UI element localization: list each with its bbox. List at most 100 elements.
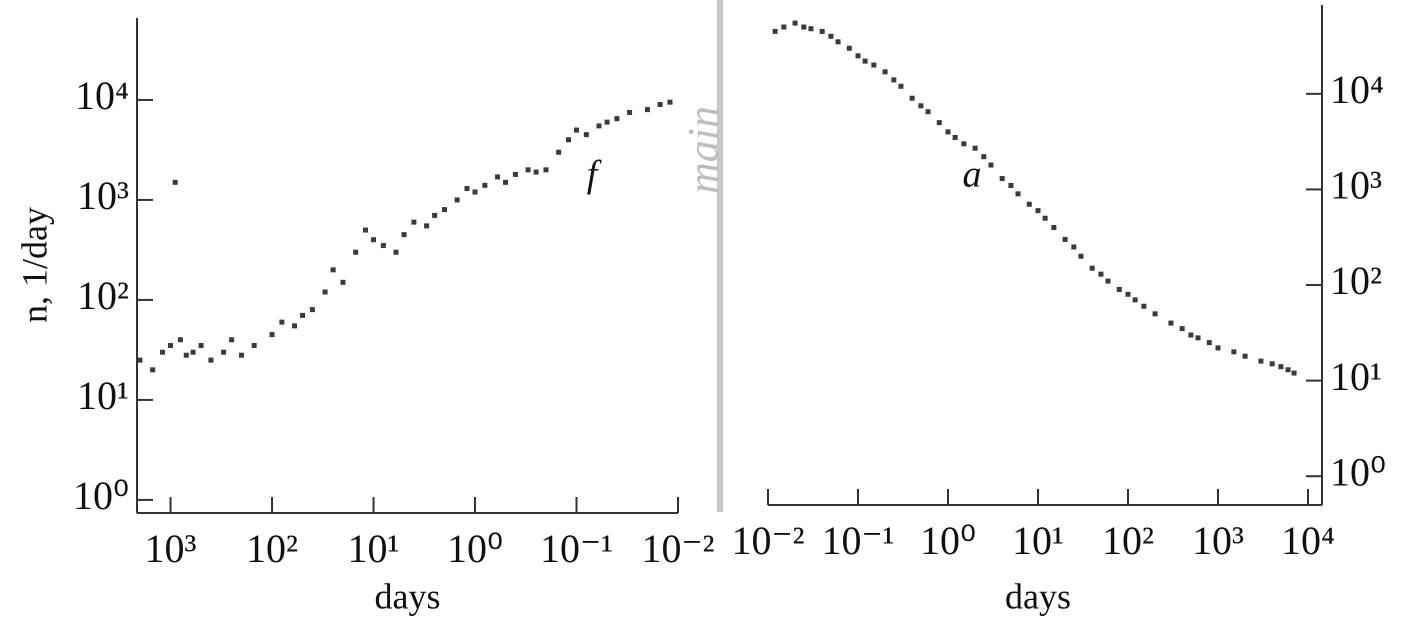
x-tick-label: 10¹ [1012,518,1064,563]
point [432,212,438,218]
y-axis-label: n, 1/day [14,207,54,323]
point [279,319,285,325]
point [596,123,602,129]
x-tick-label: 10² [246,526,298,571]
x-axis-label: days [1005,576,1071,616]
point [454,197,460,203]
point [150,367,156,373]
point [1242,353,1248,359]
point [1026,201,1032,207]
x-tick-label: 10⁰ [447,526,503,571]
point [1206,340,1212,346]
y-tick-label: 10¹ [1330,354,1382,399]
point [1278,364,1284,370]
point [574,127,580,133]
point [988,162,994,168]
point [945,129,951,135]
point [198,343,204,349]
point [1215,345,1221,351]
point [411,219,417,225]
point [503,179,509,185]
point [981,154,987,160]
point [657,102,663,108]
point [882,69,888,75]
x-tick-label: 10⁴ [1281,518,1335,563]
panel-divider [717,0,723,512]
x-tick-label: 10³ [1192,518,1244,563]
point [1105,278,1111,284]
point [792,20,798,26]
point [801,24,807,30]
point [828,33,834,39]
y-tick-label: 10⁰ [73,473,129,518]
y-tick-label: 10⁴ [1330,67,1384,112]
point [533,169,539,175]
point [1258,358,1264,364]
point [862,58,868,64]
point [251,343,257,349]
x-tick-label: 10⁻² [731,518,804,563]
point [1078,253,1084,259]
point [464,186,470,192]
point [583,132,589,138]
point [371,237,377,243]
point [238,352,244,358]
point [667,99,673,105]
point [1269,361,1275,367]
y-tick-label: 10⁰ [1330,449,1386,494]
point [1116,286,1122,292]
point [1168,320,1174,326]
point [936,120,942,126]
point [401,232,407,238]
point [190,349,196,355]
point [183,352,189,358]
point [300,312,306,318]
point [1008,182,1014,188]
point [322,289,328,295]
point [918,103,924,109]
point [292,323,298,329]
x-tick-label: 10¹ [348,526,400,571]
annotation: f [587,154,602,196]
point [1125,291,1131,297]
point [556,149,562,155]
y-tick-label: 10² [1330,258,1382,303]
point [565,137,571,143]
point [972,145,978,151]
point [340,279,346,285]
point [168,343,174,349]
y-tick-label: 10³ [77,173,129,218]
point [846,45,852,51]
point [772,28,778,34]
point [1195,335,1201,341]
point [424,223,430,229]
annotation: a [963,154,982,196]
point [855,53,861,59]
point [614,116,620,122]
point [644,107,650,113]
point [472,189,478,195]
point [1291,370,1297,376]
point [137,357,143,363]
point [1015,191,1021,197]
point [525,167,531,173]
y-tick-label: 10⁴ [75,73,129,118]
point [1152,311,1158,317]
x-tick-label: 10⁻² [641,526,714,571]
point [1188,332,1194,338]
point [380,243,386,249]
y-tick-label: 10³ [1330,163,1382,208]
point [1071,244,1077,250]
point [1285,367,1291,373]
point [898,83,904,89]
point [543,167,549,173]
point [952,134,958,140]
point [1089,265,1095,271]
point [909,95,915,101]
point [819,28,825,34]
point [1035,208,1041,214]
x-tick-label: 10³ [145,526,197,571]
point [961,141,967,147]
point [221,349,227,355]
point [393,249,399,255]
